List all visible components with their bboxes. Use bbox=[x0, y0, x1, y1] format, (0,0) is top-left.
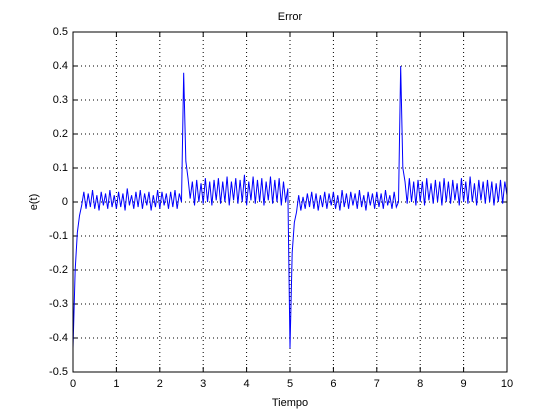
y-tick-label: -0.4 bbox=[49, 332, 68, 344]
x-tick-label: 6 bbox=[330, 378, 336, 390]
y-tick-label: 0.2 bbox=[53, 128, 68, 140]
y-tick-label: -0.3 bbox=[49, 298, 68, 310]
y-tick-label: -0.1 bbox=[49, 230, 68, 242]
x-tick-label: 10 bbox=[501, 378, 513, 390]
x-tick-label: 2 bbox=[157, 378, 163, 390]
x-axis-label: Tiempo bbox=[272, 397, 308, 409]
x-tick-label: 0 bbox=[70, 378, 76, 390]
y-tick-label: -0.2 bbox=[49, 264, 68, 276]
chart-title: Error bbox=[278, 11, 303, 23]
x-tick-label: 1 bbox=[113, 378, 119, 390]
y-tick-label: 0.4 bbox=[53, 60, 68, 72]
x-tick-label: 7 bbox=[374, 378, 380, 390]
axes-box bbox=[72, 31, 508, 373]
y-tick-label: 0.5 bbox=[53, 26, 68, 38]
x-tick-label: 9 bbox=[461, 378, 467, 390]
x-tick-label: 8 bbox=[417, 378, 423, 390]
y-axis-label: e(t) bbox=[28, 194, 40, 211]
y-tick-label: -0.5 bbox=[49, 366, 68, 378]
x-tick-label: 4 bbox=[244, 378, 250, 390]
data-line bbox=[72, 65, 508, 349]
y-tick-label: 0 bbox=[62, 196, 68, 208]
x-tick-label: 5 bbox=[287, 378, 293, 390]
x-tick-label: 3 bbox=[200, 378, 206, 390]
y-tick-label: 0.1 bbox=[53, 162, 68, 174]
y-tick-label: 0.3 bbox=[53, 94, 68, 106]
